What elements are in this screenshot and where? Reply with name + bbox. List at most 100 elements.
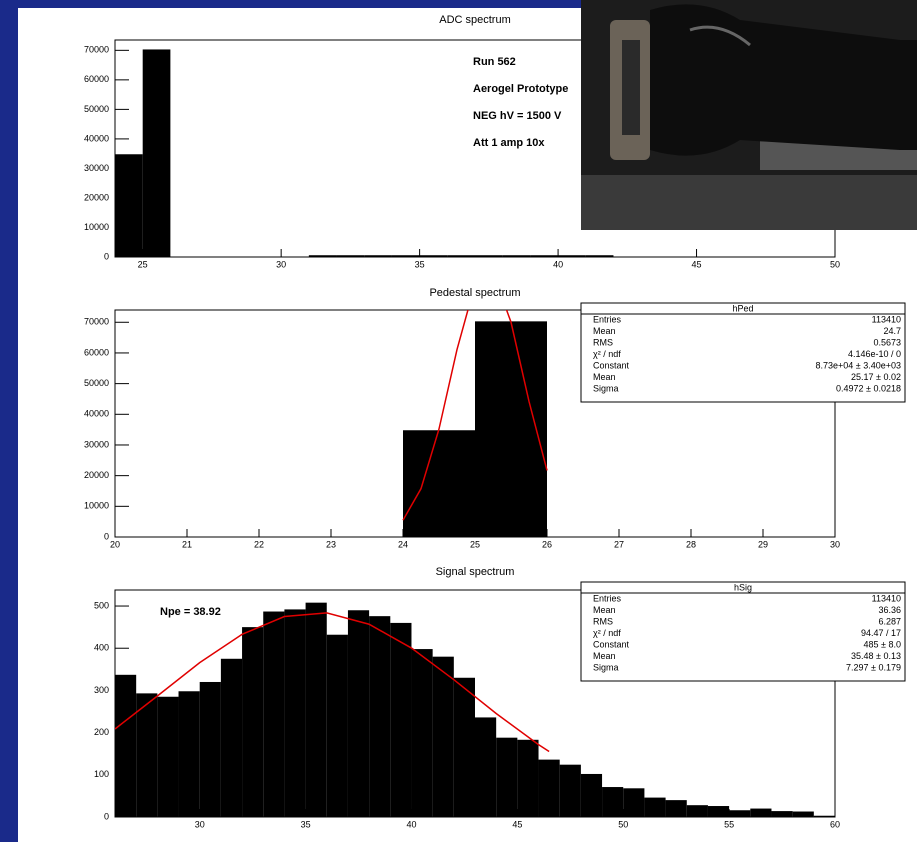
y-tick-label: 500 [94, 600, 109, 610]
annotation: NEG hV = 1500 V [473, 110, 562, 122]
bar [143, 49, 171, 257]
bar [390, 623, 411, 817]
stats-value: 25.17 ± 0.02 [851, 372, 901, 382]
stats-label: Constant [593, 639, 630, 649]
bar [771, 811, 792, 817]
bar [242, 627, 263, 817]
x-tick-label: 30 [276, 259, 286, 269]
annotation: Run 562 [473, 56, 516, 68]
stats-value: 4.146e-10 / 0 [848, 349, 901, 359]
bar [560, 765, 581, 817]
bar [369, 616, 390, 817]
stats-label: RMS [593, 337, 613, 347]
photo-window [622, 40, 640, 135]
y-tick-label: 10000 [84, 501, 109, 511]
y-tick-label: 0 [104, 531, 109, 541]
bar [729, 810, 750, 817]
stats-value: 0.5673 [873, 337, 901, 347]
y-tick-label: 70000 [84, 317, 109, 327]
stats-label: Mean [593, 651, 616, 661]
stats-value: 24.7 [883, 326, 901, 336]
x-tick-label: 30 [830, 539, 840, 549]
y-tick-label: 0 [104, 811, 109, 821]
bar [348, 610, 369, 817]
x-tick-label: 45 [692, 259, 702, 269]
stats-value: 8.73e+04 ± 3.40e+03 [815, 360, 901, 370]
stats-label: Mean [593, 605, 616, 615]
x-tick-label: 35 [415, 259, 425, 269]
x-tick-label: 24 [398, 539, 408, 549]
bar [750, 809, 771, 817]
y-tick-label: 30000 [84, 163, 109, 173]
bar [179, 691, 200, 817]
stats-value: 7.297 ± 0.179 [846, 662, 901, 672]
bar [157, 697, 178, 817]
x-tick-label: 29 [758, 539, 768, 549]
stats-label: χ² / ndf [593, 349, 621, 359]
photo-floor [581, 175, 917, 230]
bar [623, 788, 644, 817]
bar [263, 612, 284, 817]
bar [221, 659, 242, 817]
stats-value: 0.4972 ± 0.0218 [836, 383, 901, 393]
x-tick-label: 28 [686, 539, 696, 549]
y-tick-label: 20000 [84, 192, 109, 202]
stats-value: 35.48 ± 0.13 [851, 651, 901, 661]
bar [475, 717, 496, 817]
y-tick-label: 20000 [84, 470, 109, 480]
stats-value: 36.36 [878, 605, 901, 615]
annotation: Att 1 amp 10x [473, 137, 545, 149]
y-tick-label: 400 [94, 643, 109, 653]
x-tick-label: 50 [830, 259, 840, 269]
slide: ADC spectrum2530354045500100002000030000… [0, 0, 917, 842]
bar [200, 682, 221, 817]
bar [644, 798, 665, 817]
x-tick-label: 22 [254, 539, 264, 549]
page: {"chart_data": [ {"type": "histogram", "… [0, 0, 917, 842]
stats-label: Sigma [593, 662, 619, 672]
stats-label: Mean [593, 326, 616, 336]
stats-label: Entries [593, 593, 622, 603]
x-tick-label: 21 [182, 539, 192, 549]
y-tick-label: 10000 [84, 222, 109, 232]
y-tick-label: 50000 [84, 104, 109, 114]
stats-value: 94.47 / 17 [861, 628, 901, 638]
x-tick-label: 26 [542, 539, 552, 549]
annotation: Npe = 38.92 [160, 606, 221, 618]
bar [115, 675, 136, 817]
bar [433, 657, 454, 817]
photo [581, 0, 917, 230]
bar [539, 760, 560, 817]
y-tick-label: 30000 [84, 439, 109, 449]
stats-value: 113410 [872, 314, 901, 324]
stats-title: hPed [732, 303, 753, 313]
y-tick-label: 40000 [84, 409, 109, 419]
y-tick-label: 100 [94, 769, 109, 779]
x-tick-label: 50 [618, 819, 628, 829]
bar [284, 609, 305, 817]
bar [687, 805, 708, 817]
y-tick-label: 70000 [84, 45, 109, 55]
x-tick-label: 20 [110, 539, 120, 549]
y-tick-label: 60000 [84, 347, 109, 357]
x-tick-label: 45 [512, 819, 522, 829]
x-tick-label: 40 [553, 259, 563, 269]
x-tick-label: 35 [301, 819, 311, 829]
x-tick-label: 55 [724, 819, 734, 829]
y-tick-label: 200 [94, 727, 109, 737]
x-tick-label: 25 [470, 539, 480, 549]
bar [306, 603, 327, 817]
bar [136, 693, 157, 817]
bar [115, 154, 143, 257]
bar [496, 738, 517, 817]
x-tick-label: 23 [326, 539, 336, 549]
bar [517, 740, 538, 817]
stats-value: 113410 [872, 593, 901, 603]
bar [327, 635, 348, 817]
y-tick-label: 50000 [84, 378, 109, 388]
y-tick-label: 60000 [84, 74, 109, 84]
x-tick-label: 40 [406, 819, 416, 829]
chart-title: Pedestal spectrum [429, 287, 520, 299]
y-tick-label: 0 [104, 251, 109, 261]
x-tick-label: 60 [830, 819, 840, 829]
